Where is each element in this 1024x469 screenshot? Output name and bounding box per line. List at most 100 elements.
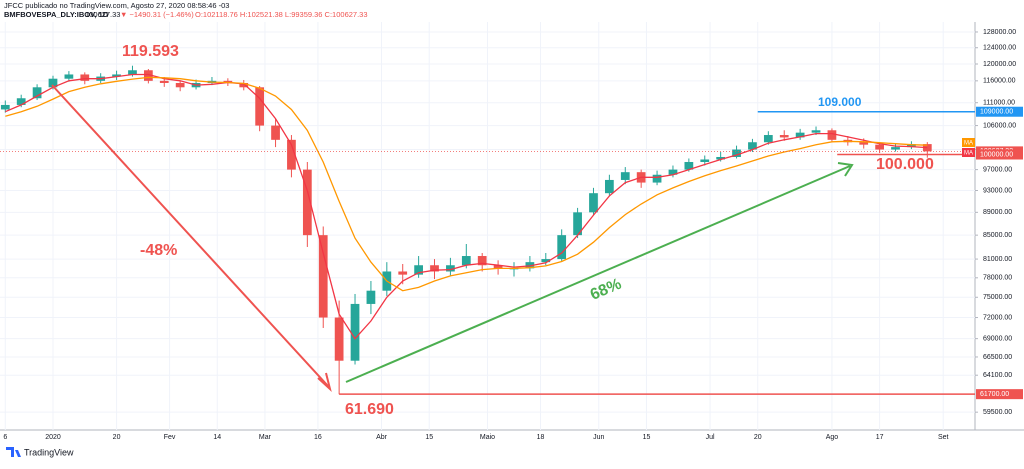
- legend-label: MA: [964, 151, 973, 157]
- candle-body: [795, 132, 805, 138]
- x-tick-label: 18: [537, 434, 545, 441]
- change: ▼ −1490.31 (−1.46%): [120, 10, 194, 19]
- annotation: 119.593: [122, 43, 179, 60]
- x-tick-label: 20: [754, 434, 762, 441]
- candle-body: [652, 174, 662, 183]
- candle-body: [318, 235, 328, 318]
- candle-body: [891, 147, 900, 150]
- candle-body: [48, 78, 58, 88]
- candle-body: [430, 265, 439, 272]
- x-tick-label: 17: [876, 434, 884, 441]
- y-tick-label: 97000.00: [983, 166, 1012, 173]
- candle-body: [64, 74, 74, 79]
- ohlc-info: O:102118.76 H:102521.38 L:99359.36 C:100…: [195, 10, 368, 19]
- price-label: 109000.00: [980, 109, 1013, 116]
- candle-body: [32, 87, 42, 99]
- candle-body: [446, 265, 455, 272]
- candle-body: [732, 149, 741, 157]
- candle-body: [605, 179, 614, 194]
- candle-body: [541, 259, 551, 263]
- candle-body: [493, 265, 503, 269]
- candle-body: [620, 172, 630, 180]
- ma-line: [5, 76, 928, 292]
- candle-body: [143, 70, 153, 81]
- last-price: 100627.33: [85, 10, 120, 19]
- candle-body: [398, 271, 408, 275]
- candle-body: [922, 144, 932, 152]
- x-tick-label: 6: [3, 434, 7, 441]
- x-tick-label: Maio: [480, 434, 495, 441]
- arrow-head: [837, 162, 854, 177]
- y-tick-label: 124000.00: [983, 45, 1016, 52]
- logo: [6, 447, 21, 457]
- arrow-head: [317, 372, 332, 392]
- x-tick-label: Jun: [593, 434, 604, 441]
- y-tick-label: 111000.00: [983, 100, 1015, 107]
- candle-body: [366, 290, 376, 304]
- y-tick-label: 75000.00: [983, 294, 1012, 301]
- candle-body: [716, 156, 726, 160]
- candle-body: [414, 265, 423, 275]
- candle-body: [159, 80, 169, 83]
- y-tick-label: 66500.00: [983, 354, 1012, 361]
- candle-body: [477, 256, 487, 266]
- candle-body: [175, 82, 185, 88]
- y-tick-label: 120000.00: [983, 61, 1016, 68]
- ma-badge: [962, 138, 975, 147]
- y-tick-label: 81000.00: [983, 256, 1012, 263]
- y-tick-label: 106000.00: [983, 122, 1016, 129]
- x-tick-label: Abr: [376, 434, 388, 441]
- candle-body: [684, 161, 694, 170]
- x-tick-label: 16: [314, 434, 322, 441]
- price-label: 61700.00: [980, 391, 1009, 398]
- x-tick-label: Set: [938, 434, 949, 441]
- price-badge: [976, 149, 1023, 160]
- x-tick-label: 15: [425, 434, 433, 441]
- candle-body: [668, 169, 678, 175]
- y-tick-label: 59500.00: [983, 409, 1012, 416]
- legend-label: MA: [964, 141, 973, 147]
- candle-body: [827, 130, 837, 140]
- candle-body: [0, 104, 10, 110]
- x-tick-label: 14: [213, 434, 221, 441]
- annotation: 100.000: [876, 156, 934, 173]
- candle-body: [302, 169, 312, 236]
- y-tick-label: 93000.00: [983, 187, 1012, 194]
- symbol: BMFBOVESPA_DLY:IBOV, 1D: [4, 10, 109, 19]
- candle-body: [271, 125, 280, 140]
- y-tick-label: 78000.00: [983, 275, 1012, 282]
- y-tick-label: 72000.00: [983, 314, 1012, 321]
- candle-body: [287, 139, 296, 170]
- candle-body: [239, 82, 249, 88]
- candle-body: [255, 87, 265, 126]
- candle-body: [779, 135, 789, 138]
- x-tick-label: Mar: [259, 434, 272, 441]
- candle-body: [80, 74, 90, 81]
- y-tick-label: 85000.00: [983, 232, 1012, 239]
- candle-body: [907, 144, 916, 148]
- y-tick-label: 64100.00: [983, 372, 1012, 379]
- y-tick-label: 89000.00: [983, 209, 1012, 216]
- candle-body: [112, 74, 121, 77]
- header-line: JFCC publicado no TradingView.com, Agost…: [4, 1, 229, 10]
- x-tick-label: Jul: [706, 434, 715, 441]
- annotation: 109.000: [818, 95, 862, 109]
- price-label: 100000.00: [980, 151, 1013, 158]
- candle-body: [875, 144, 884, 150]
- candle-body: [128, 70, 137, 75]
- arrow: [51, 84, 329, 387]
- candle-body: [573, 212, 582, 236]
- candle-body: [859, 142, 869, 145]
- y-tick-label: 69000.00: [983, 335, 1012, 342]
- footer: TradingView: [24, 447, 74, 457]
- x-tick-label: 20: [113, 434, 121, 441]
- arrow: [345, 165, 851, 383]
- candle-body: [461, 256, 471, 266]
- x-tick-label: 2020: [45, 434, 61, 441]
- y-tick-label: 116000.00: [983, 78, 1016, 85]
- price-badge: [976, 389, 1023, 400]
- x-tick-label: Ago: [826, 434, 839, 441]
- annotation: -48%: [140, 242, 177, 259]
